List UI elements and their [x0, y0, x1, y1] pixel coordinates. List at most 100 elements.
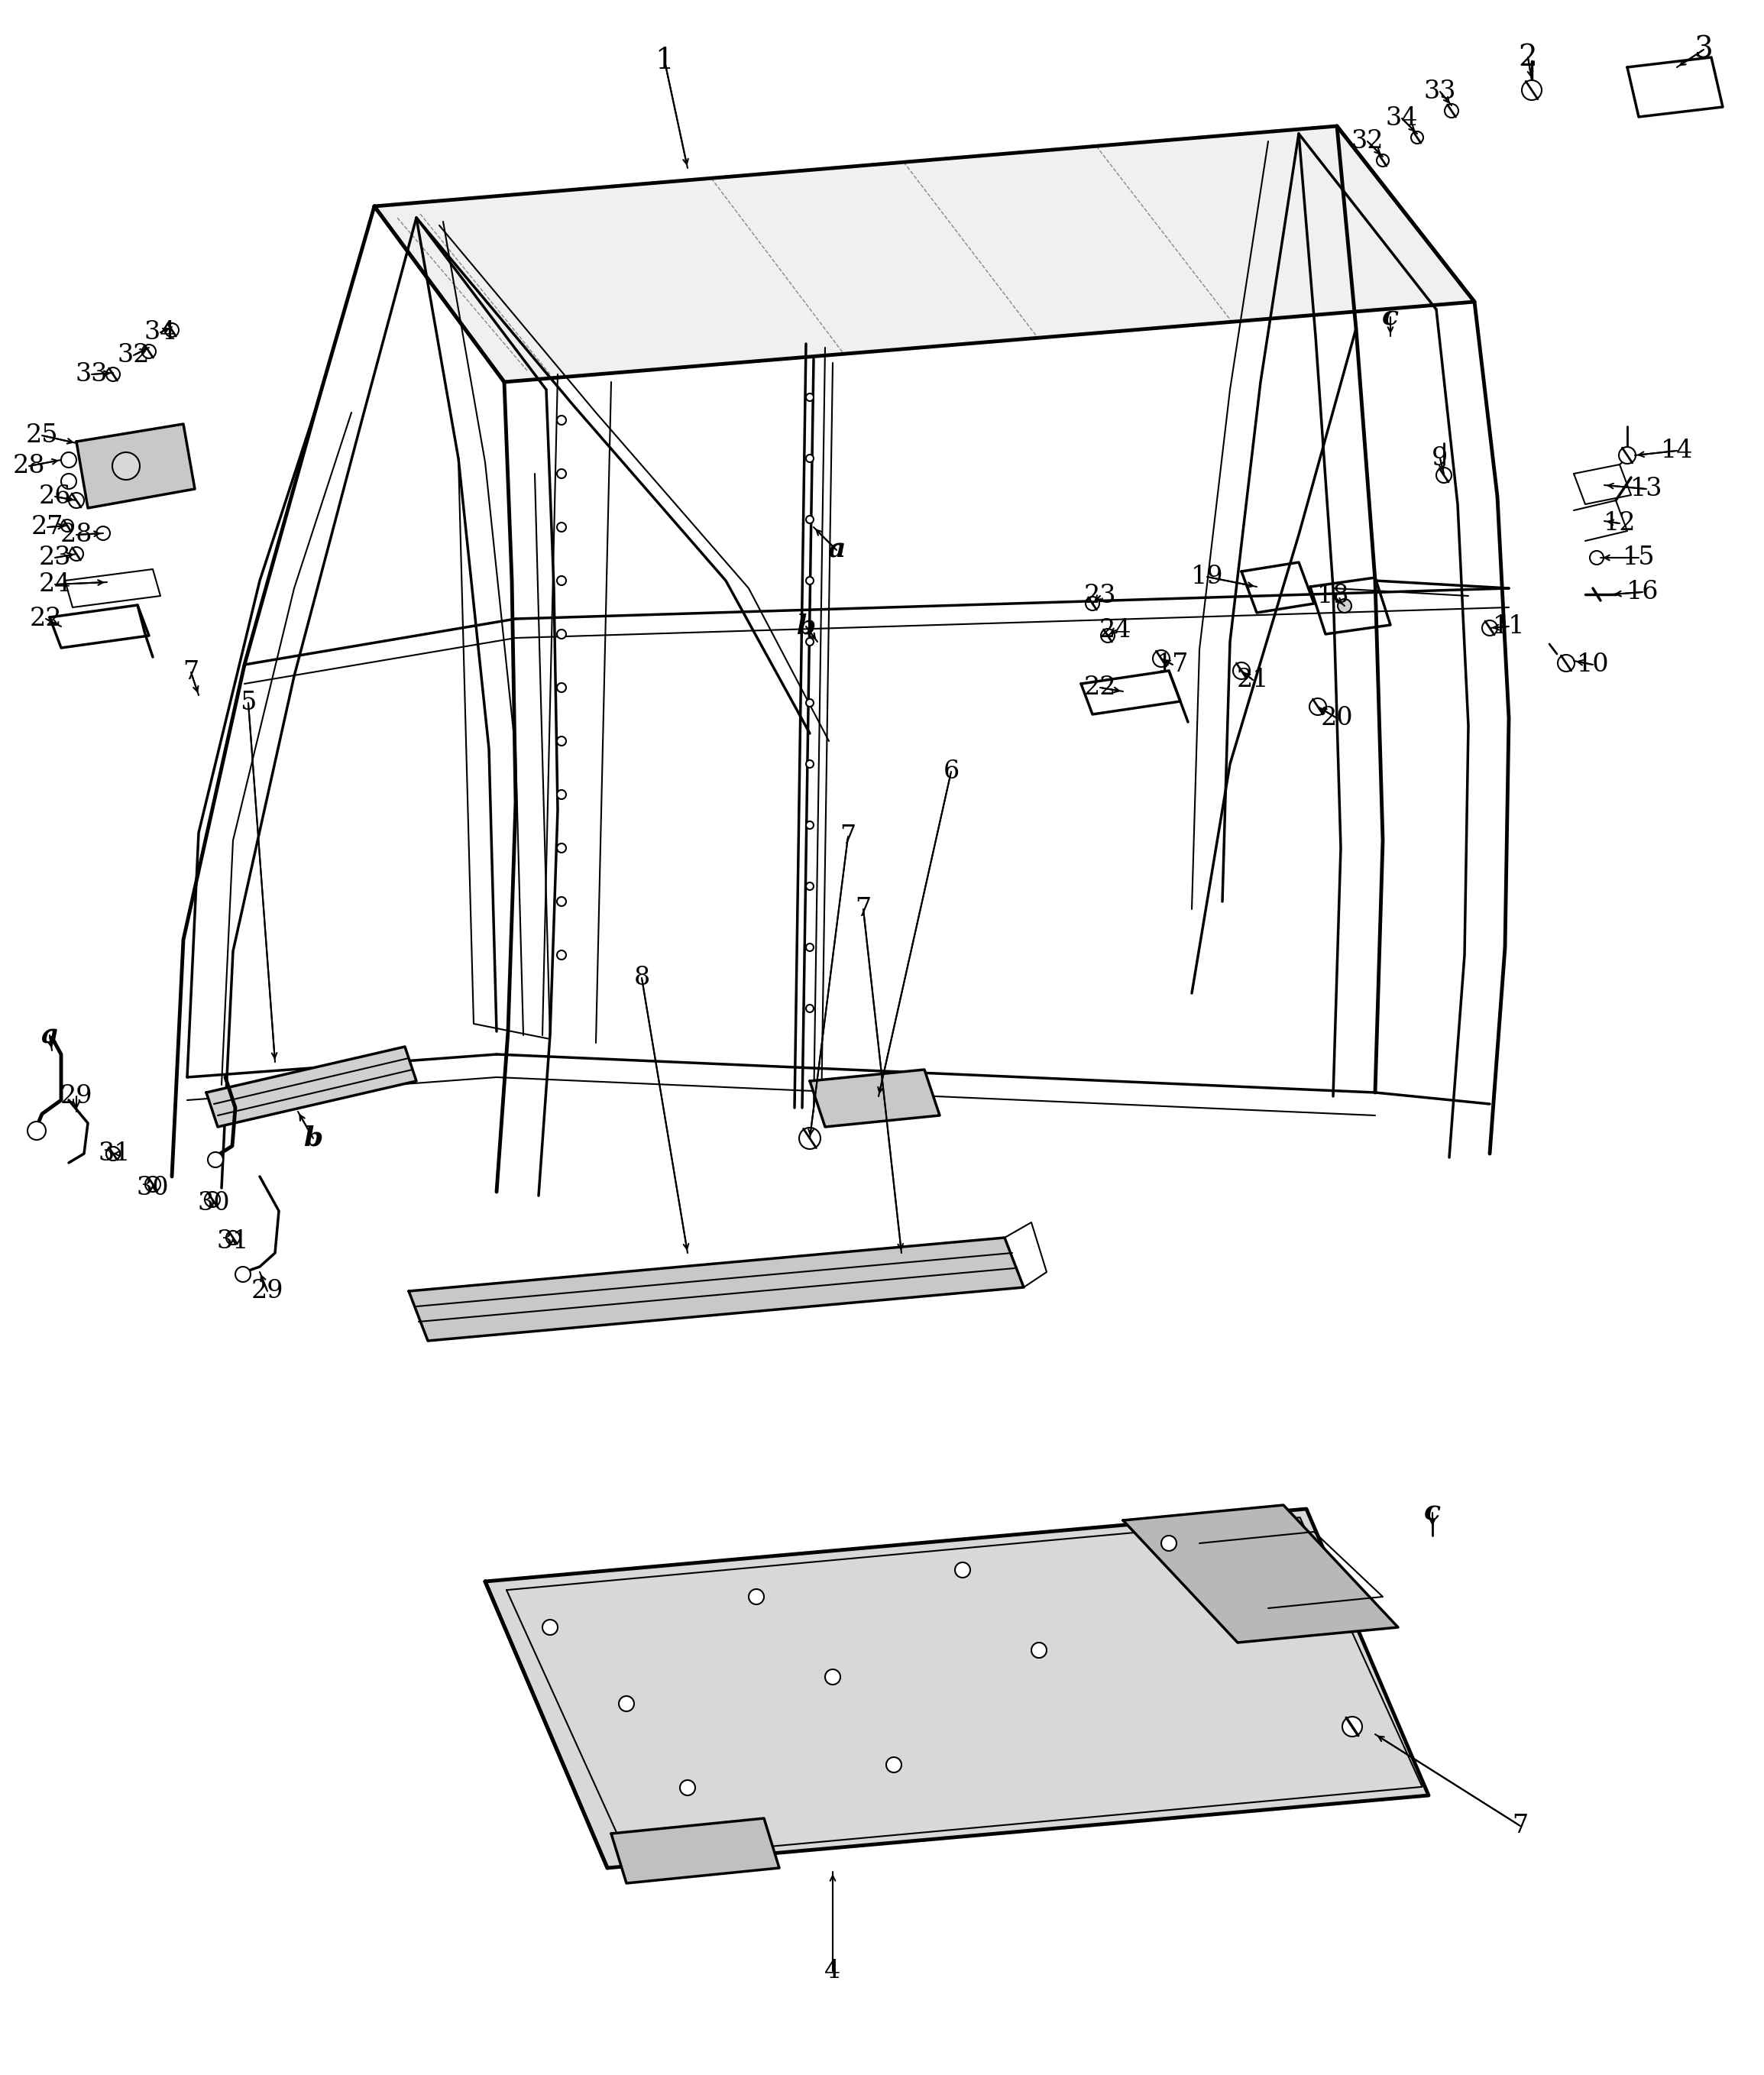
Circle shape: [1436, 467, 1452, 483]
Circle shape: [1558, 656, 1575, 672]
Circle shape: [806, 699, 813, 708]
Text: 1: 1: [654, 48, 674, 75]
Text: 34: 34: [145, 320, 176, 344]
Text: c: c: [1381, 305, 1399, 330]
Circle shape: [557, 577, 566, 585]
Circle shape: [1522, 81, 1542, 100]
Text: 5: 5: [240, 691, 256, 716]
Circle shape: [145, 1177, 161, 1191]
Circle shape: [806, 637, 813, 645]
Text: 22: 22: [1083, 674, 1117, 699]
Circle shape: [62, 519, 74, 531]
Circle shape: [799, 1127, 820, 1150]
Circle shape: [1445, 104, 1459, 118]
Text: 32: 32: [118, 342, 150, 367]
Text: 22: 22: [30, 606, 62, 631]
Text: 31: 31: [99, 1141, 131, 1166]
Polygon shape: [374, 127, 1475, 382]
Circle shape: [806, 394, 813, 400]
Text: 12: 12: [1603, 510, 1635, 535]
Text: 7: 7: [183, 660, 199, 685]
Circle shape: [69, 492, 85, 508]
Circle shape: [806, 759, 813, 768]
Circle shape: [1337, 600, 1351, 612]
Polygon shape: [1124, 1504, 1399, 1643]
Text: 15: 15: [1623, 546, 1655, 571]
Circle shape: [679, 1780, 695, 1795]
Circle shape: [205, 1191, 220, 1208]
Text: 33: 33: [1424, 79, 1457, 104]
Circle shape: [106, 1147, 120, 1160]
Circle shape: [806, 1004, 813, 1013]
Circle shape: [557, 791, 566, 799]
Circle shape: [806, 517, 813, 523]
Text: 24: 24: [39, 573, 71, 598]
Circle shape: [1154, 649, 1170, 666]
Text: 31: 31: [217, 1228, 249, 1253]
Text: 11: 11: [1492, 614, 1526, 639]
Text: a: a: [827, 537, 845, 562]
Text: 30: 30: [136, 1177, 169, 1199]
Circle shape: [826, 1668, 840, 1685]
Circle shape: [542, 1621, 557, 1635]
Text: 13: 13: [1630, 477, 1663, 502]
Circle shape: [97, 527, 109, 540]
Text: 33: 33: [76, 363, 108, 386]
Circle shape: [557, 415, 566, 425]
Text: 28: 28: [12, 454, 46, 477]
Circle shape: [62, 473, 76, 490]
Text: 7: 7: [856, 896, 871, 921]
Polygon shape: [76, 423, 194, 508]
Circle shape: [1411, 131, 1424, 143]
Text: 25: 25: [26, 423, 58, 448]
Text: c: c: [1424, 1500, 1441, 1525]
Circle shape: [557, 683, 566, 693]
Text: 9: 9: [1432, 446, 1448, 471]
Circle shape: [806, 882, 813, 890]
Circle shape: [1619, 446, 1635, 463]
Circle shape: [557, 523, 566, 531]
Circle shape: [748, 1589, 764, 1604]
Polygon shape: [409, 1237, 1023, 1340]
Circle shape: [1342, 1716, 1362, 1737]
Text: 34: 34: [1387, 106, 1418, 131]
Text: 23: 23: [1083, 583, 1117, 608]
Circle shape: [143, 344, 155, 359]
Circle shape: [1376, 154, 1388, 166]
Text: 7: 7: [840, 824, 856, 849]
Circle shape: [806, 822, 813, 828]
Text: 17: 17: [1157, 652, 1189, 676]
Text: 20: 20: [1321, 706, 1353, 730]
Circle shape: [557, 950, 566, 959]
Text: 18: 18: [1318, 583, 1349, 608]
Text: 29: 29: [250, 1278, 284, 1303]
Circle shape: [557, 469, 566, 477]
Text: 16: 16: [1626, 579, 1658, 604]
Polygon shape: [485, 1509, 1429, 1868]
Circle shape: [1032, 1643, 1046, 1658]
Text: 14: 14: [1660, 438, 1693, 463]
Circle shape: [1101, 629, 1115, 643]
Text: 29: 29: [60, 1083, 93, 1108]
Text: 3: 3: [1693, 35, 1713, 64]
Circle shape: [619, 1695, 633, 1712]
Polygon shape: [206, 1046, 416, 1127]
Circle shape: [557, 737, 566, 745]
Circle shape: [557, 629, 566, 639]
Circle shape: [62, 452, 76, 467]
Text: 26: 26: [39, 483, 71, 508]
Circle shape: [557, 896, 566, 907]
Text: 24: 24: [1099, 618, 1131, 643]
Circle shape: [1085, 598, 1099, 610]
Text: 19: 19: [1191, 564, 1222, 589]
Circle shape: [806, 577, 813, 585]
Circle shape: [806, 454, 813, 463]
Circle shape: [1589, 550, 1603, 564]
Text: 32: 32: [1351, 129, 1383, 154]
Circle shape: [69, 548, 83, 560]
Circle shape: [886, 1758, 901, 1772]
Text: 30: 30: [198, 1191, 229, 1216]
Circle shape: [1482, 620, 1498, 635]
Polygon shape: [810, 1069, 940, 1127]
Circle shape: [166, 324, 178, 336]
